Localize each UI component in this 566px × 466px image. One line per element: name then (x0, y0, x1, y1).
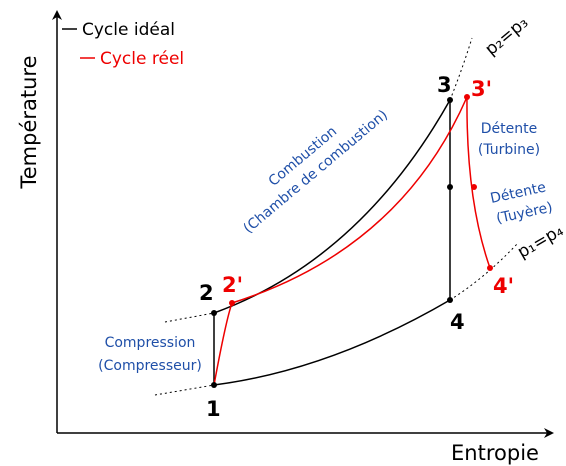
state-dot (211, 310, 217, 316)
point-label: 3 (437, 73, 452, 97)
state-dot (447, 184, 453, 190)
state-dot (487, 265, 493, 271)
point-label: 4' (493, 274, 514, 298)
y-axis-label: Température (17, 55, 41, 189)
state-dot (464, 94, 470, 100)
isobar-label: p₁=p₄ (514, 221, 566, 263)
process-label: (Chambre de combustion) (241, 107, 391, 237)
isobar-dotted (449, 37, 473, 101)
process-label: (Turbine) (478, 142, 540, 158)
point-label: 2 (199, 281, 214, 305)
process-label: Détente (481, 121, 537, 137)
isobar-dotted (164, 312, 215, 323)
legend-label: Cycle réel (100, 49, 184, 69)
point-label: 1 (206, 397, 221, 421)
state-dot (447, 297, 453, 303)
point-label: 2' (222, 273, 243, 297)
ideal-cycle (213, 97, 451, 386)
state-dot (471, 184, 477, 190)
process-label: Compression (105, 335, 196, 351)
legend-label: Cycle idéal (82, 20, 175, 40)
state-dot (447, 97, 453, 103)
x-axis-label: Entropie (451, 441, 539, 465)
point-label: 4 (450, 310, 465, 334)
state-dot (229, 300, 235, 306)
process-label: (Compresseur) (98, 358, 202, 374)
isobar-label: p₂=p₃ (481, 13, 532, 60)
state-dot (211, 382, 217, 388)
isobar-dotted (154, 384, 215, 396)
point-label: 3' (471, 77, 492, 101)
